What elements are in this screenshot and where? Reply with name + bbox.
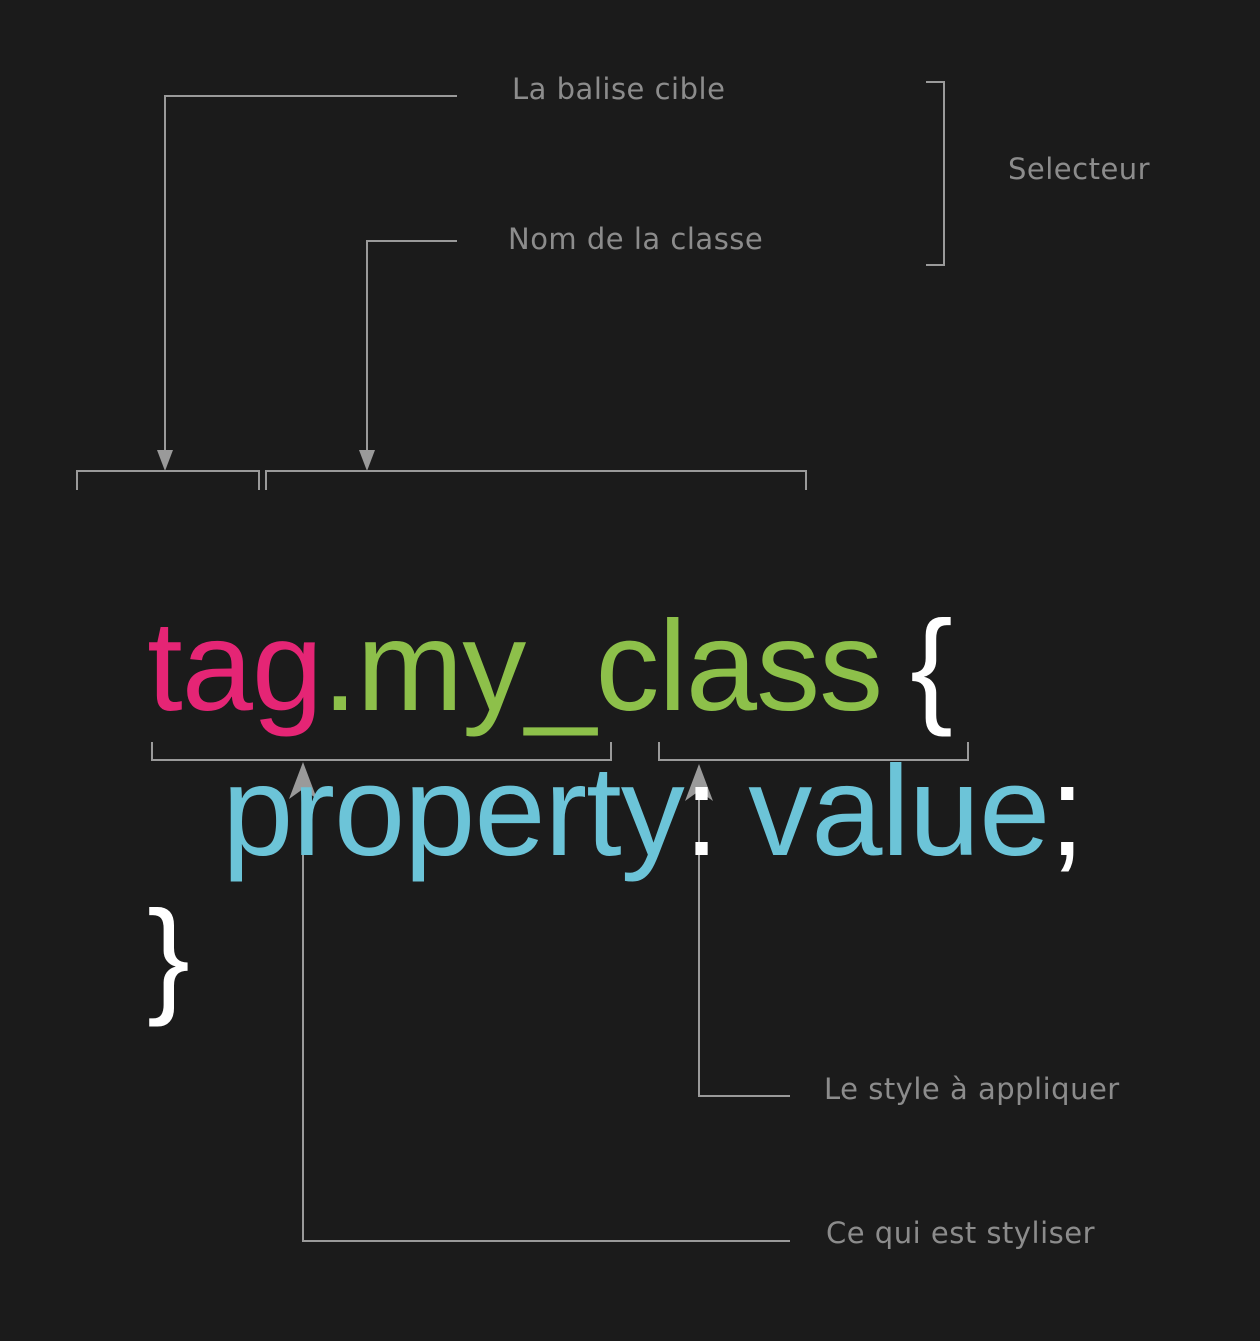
property-arrowhead xyxy=(289,762,317,799)
tag-arrowhead xyxy=(157,450,173,471)
value-bracket xyxy=(658,742,969,761)
code-line-selector: tag.my_class{ xyxy=(78,475,953,731)
code-property: property xyxy=(222,740,685,883)
code-open-brace: { xyxy=(910,595,953,738)
code-colon: : xyxy=(683,740,720,883)
label-what-is-styled: Ce qui est styliser xyxy=(826,1216,1096,1250)
class-arrowhead xyxy=(359,450,375,471)
code-close-brace: } xyxy=(147,885,190,1028)
property-leader-line xyxy=(302,793,790,1242)
selector-bracket xyxy=(926,81,945,266)
tag-bracket xyxy=(76,470,260,490)
label-style-to-apply: Le style à appliquer xyxy=(824,1072,1120,1106)
code-semicolon: ; xyxy=(1049,740,1085,883)
code-value: value xyxy=(748,740,1050,883)
tag-leader-line xyxy=(164,95,457,458)
code-dot: . xyxy=(322,595,358,738)
code-tag: tag xyxy=(147,595,323,738)
property-bracket xyxy=(151,742,612,761)
label-class-name: Nom de la classe xyxy=(508,222,764,256)
label-selector: Selecteur xyxy=(1008,152,1151,186)
value-arrowhead xyxy=(685,764,713,801)
label-target-tag: La balise cible xyxy=(512,72,726,106)
class-bracket xyxy=(265,470,807,490)
code-line-declaration: property: value; xyxy=(153,620,1085,876)
code-class-name: my_class xyxy=(356,595,883,738)
class-leader-line xyxy=(366,240,457,458)
code-line-close: } xyxy=(78,765,190,1021)
value-leader-line xyxy=(698,793,790,1097)
